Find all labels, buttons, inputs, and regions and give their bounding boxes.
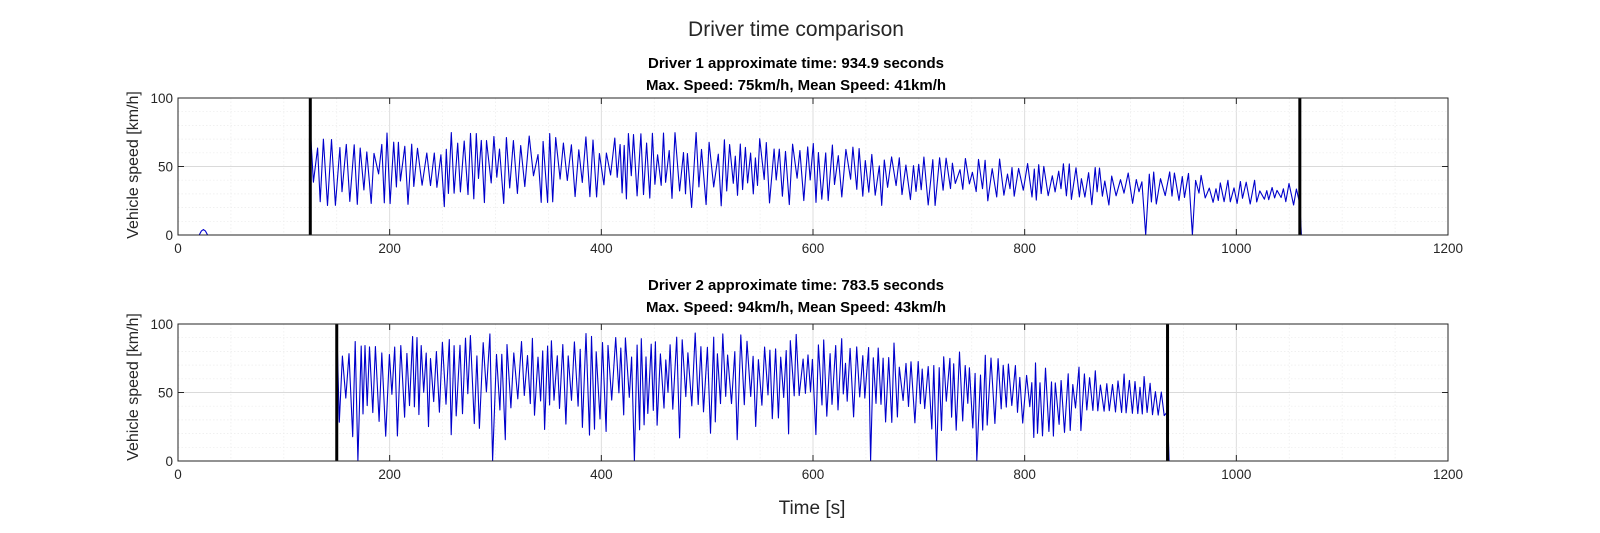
- driver-1-xtick-label: 800: [1013, 241, 1036, 256]
- driver-1-xtick-label: 1000: [1221, 241, 1251, 256]
- driver-2-xtick-label: 800: [1013, 467, 1036, 482]
- driver-2-xtick-label: 1000: [1221, 467, 1251, 482]
- driver-2-ytick-label: 50: [158, 386, 173, 401]
- driver-1-xtick-label: 600: [802, 241, 825, 256]
- driver-1-plot-area: 0 200 400 600 800 1000 1200 0 50 100: [150, 91, 1463, 256]
- driver-2-xtick-label: 200: [378, 467, 401, 482]
- driver-2-xtick-label: 1200: [1433, 467, 1463, 482]
- driver-1-xtick-label: 1200: [1433, 241, 1463, 256]
- driver-2-title: Driver 2 approximate time: 783.5 seconds: [648, 277, 944, 294]
- driver-1-xtick-label: 400: [590, 241, 613, 256]
- driver-2-xtick-label: 400: [590, 467, 613, 482]
- driver-1-ytick-label: 0: [165, 228, 173, 243]
- x-axis-label: Time [s]: [779, 498, 846, 519]
- figure-title: Driver time comparison: [688, 18, 904, 41]
- driver-1-xtick-label: 0: [174, 241, 182, 256]
- driver-2-plot-area: 0 200 400 600 800 1000 1200 0 50 100: [150, 317, 1463, 482]
- driver-2-xtick-label: 600: [802, 467, 825, 482]
- driver-2-xtick-label: 0: [174, 467, 182, 482]
- driver-2-subtitle: Max. Speed: 94km/h, Mean Speed: 43km/h: [646, 299, 946, 316]
- driver-2-ytick-label: 0: [165, 454, 173, 469]
- driver-1-ytick-label: 50: [158, 160, 173, 175]
- driver-2-ylabel: Vehicle speed [km/h]: [125, 313, 142, 461]
- driver-2-ytick-label: 100: [150, 317, 173, 332]
- driver-1-ytick-label: 100: [150, 91, 173, 106]
- driver-1-xtick-label: 200: [378, 241, 401, 256]
- driver-1-ylabel: Vehicle speed [km/h]: [125, 91, 142, 239]
- driver-1-subtitle: Max. Speed: 75km/h, Mean Speed: 41km/h: [646, 77, 946, 94]
- driver-1-title: Driver 1 approximate time: 934.9 seconds: [648, 55, 944, 72]
